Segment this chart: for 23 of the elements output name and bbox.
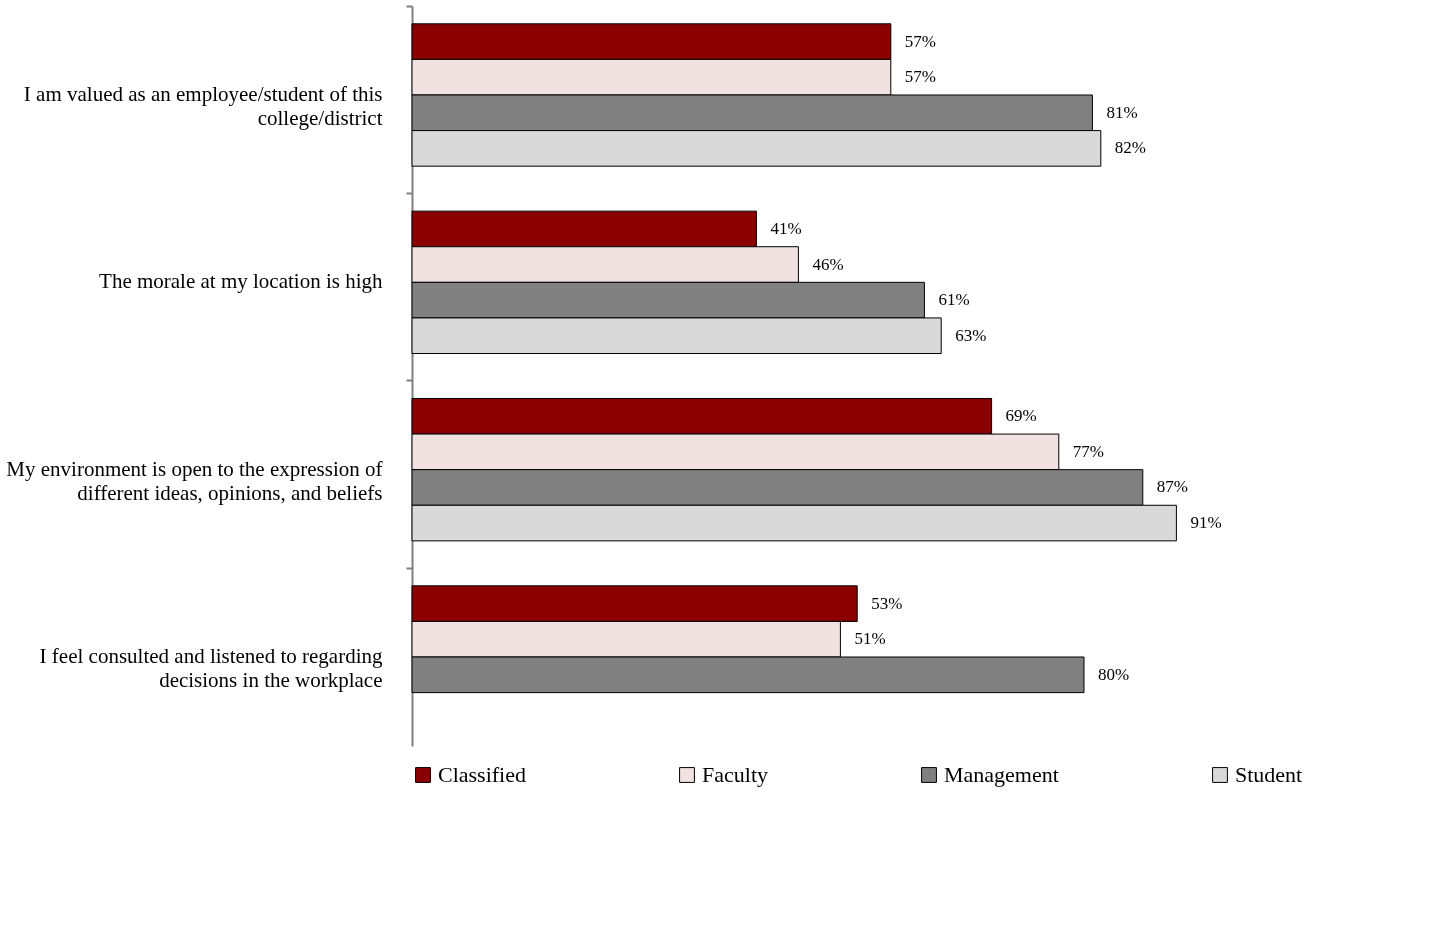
data-label: 77%: [1072, 441, 1104, 461]
y-tick-label: I feel consulted and listened to regarding decisions in the workplace: [39, 644, 383, 693]
data-label: 41%: [770, 218, 802, 238]
legend-label: Student: [1235, 762, 1303, 787]
y-tick-label: The morale at my location is high: [99, 269, 383, 294]
data-label: 53%: [871, 593, 903, 613]
data-label: 87%: [1156, 477, 1188, 497]
data-label: 69%: [1005, 406, 1037, 426]
data-label: 46%: [812, 254, 844, 274]
data-label: 61%: [938, 290, 970, 310]
data-label: 80%: [1098, 664, 1130, 684]
data-label: 51%: [854, 629, 886, 649]
legend-label: Management: [944, 762, 1059, 787]
y-tick-label: My environment is open to the expression of different ideas, opinions, and beliefs: [6, 456, 383, 505]
data-label: 57%: [904, 67, 936, 87]
legend-label: Faculty: [702, 762, 768, 787]
data-label: 91%: [1190, 513, 1222, 533]
legend-label: Classified: [438, 762, 526, 787]
y-tick-label: I am valued as an employee/student of this college/district: [23, 81, 383, 130]
data-label: 57%: [904, 31, 936, 51]
data-label: 63%: [955, 325, 987, 345]
data-label: 82%: [1114, 138, 1146, 158]
data-label: 81%: [1106, 102, 1138, 122]
